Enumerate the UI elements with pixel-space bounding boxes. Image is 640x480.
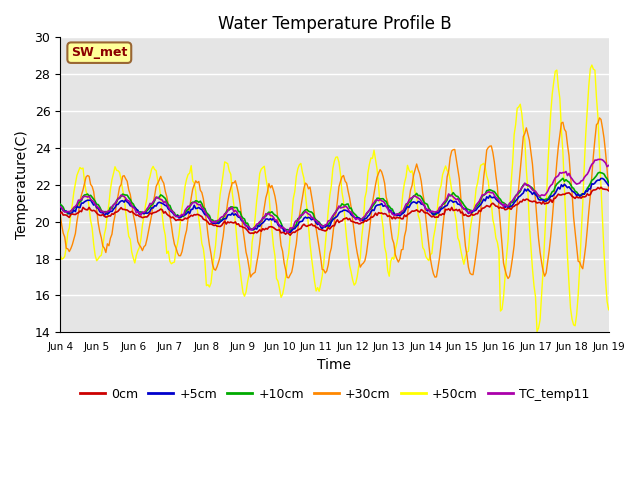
TC_temp11 <box>72 204 79 210</box>
0cm <box>370 213 378 219</box>
+30cm <box>540 269 547 275</box>
Line: +30cm: +30cm <box>60 117 609 280</box>
+30cm <box>387 226 395 231</box>
0cm <box>56 212 64 217</box>
Y-axis label: Temperature(C): Temperature(C) <box>15 131 29 239</box>
TC_temp11 <box>158 196 166 202</box>
+5cm <box>56 204 64 210</box>
+10cm <box>282 228 289 234</box>
+5cm <box>72 207 79 213</box>
TC_temp11 <box>594 155 602 161</box>
0cm <box>158 210 166 216</box>
0cm <box>401 215 408 220</box>
0cm <box>540 202 547 207</box>
0cm <box>72 212 79 217</box>
+30cm <box>369 204 376 209</box>
+50cm <box>540 268 547 274</box>
+10cm <box>56 201 64 207</box>
+5cm <box>596 176 604 182</box>
+50cm <box>588 60 596 65</box>
+50cm <box>72 178 79 184</box>
TC_temp11 <box>370 201 378 206</box>
+5cm <box>158 201 166 207</box>
TC_temp11 <box>401 204 408 210</box>
TC_temp11 <box>56 203 64 208</box>
+5cm <box>605 180 612 186</box>
Line: +10cm: +10cm <box>60 173 609 231</box>
TC_temp11 <box>540 192 547 198</box>
0cm <box>388 215 396 220</box>
+10cm <box>72 204 79 210</box>
+10cm <box>401 208 408 214</box>
+10cm <box>370 200 378 206</box>
+10cm <box>388 208 396 214</box>
+50cm <box>533 331 541 336</box>
+30cm <box>158 178 166 183</box>
+50cm <box>399 190 407 195</box>
+30cm <box>431 277 439 283</box>
+5cm <box>401 209 408 215</box>
+30cm <box>594 114 602 120</box>
TC_temp11 <box>388 210 396 216</box>
+10cm <box>158 193 166 199</box>
0cm <box>597 185 605 191</box>
+50cm <box>387 260 395 265</box>
+5cm <box>285 229 292 235</box>
X-axis label: Time: Time <box>317 358 351 372</box>
Line: +5cm: +5cm <box>60 179 609 232</box>
+50cm <box>605 313 612 319</box>
+50cm <box>369 148 376 154</box>
0cm <box>284 232 291 238</box>
+30cm <box>72 228 79 234</box>
+30cm <box>605 188 612 194</box>
+5cm <box>540 197 547 203</box>
Legend: 0cm, +5cm, +10cm, +30cm, +50cm, TC_temp11: 0cm, +5cm, +10cm, +30cm, +50cm, TC_temp1… <box>74 383 595 406</box>
+50cm <box>56 254 64 260</box>
Line: +50cm: +50cm <box>60 62 609 334</box>
+10cm <box>597 170 605 176</box>
+5cm <box>370 205 378 211</box>
+10cm <box>605 178 612 184</box>
+30cm <box>399 244 407 250</box>
+10cm <box>540 196 547 202</box>
TC_temp11 <box>284 229 291 235</box>
0cm <box>605 188 612 193</box>
+50cm <box>158 211 166 217</box>
+30cm <box>56 212 64 218</box>
Line: 0cm: 0cm <box>60 188 609 235</box>
Text: SW_met: SW_met <box>71 46 127 59</box>
+5cm <box>388 212 396 217</box>
Line: TC_temp11: TC_temp11 <box>60 158 609 232</box>
TC_temp11 <box>605 162 612 168</box>
Title: Water Temperature Profile B: Water Temperature Profile B <box>218 15 451 33</box>
